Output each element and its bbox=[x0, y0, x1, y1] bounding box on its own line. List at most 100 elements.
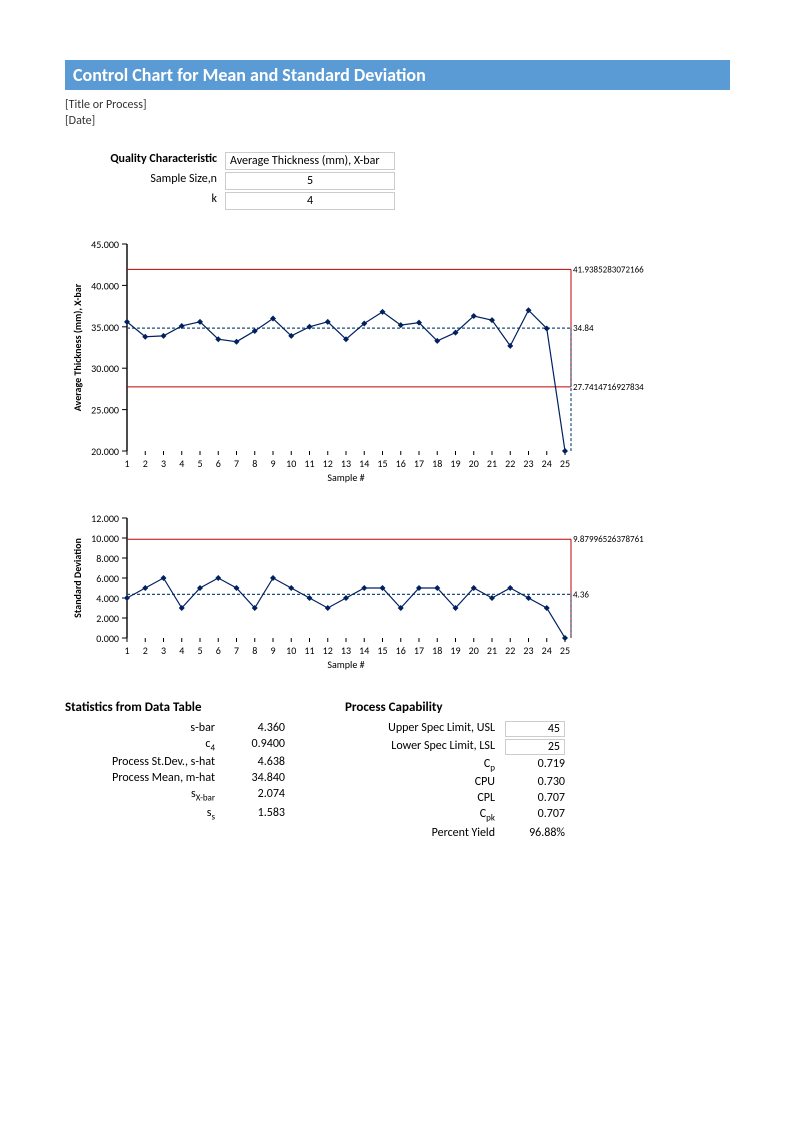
svg-text:5: 5 bbox=[197, 644, 202, 657]
svg-text:Average Thickness (mm), X-bar: Average Thickness (mm), X-bar bbox=[71, 283, 84, 411]
k-value: 4 bbox=[225, 192, 395, 210]
svg-text:9: 9 bbox=[270, 644, 275, 657]
svg-text:9.87996526378761: 9.87996526378761 bbox=[573, 534, 644, 545]
svg-text:19: 19 bbox=[450, 457, 460, 470]
svg-text:24: 24 bbox=[542, 457, 552, 470]
stat-value: 2.074 bbox=[225, 787, 285, 803]
n-label: Sample Size,n bbox=[65, 172, 225, 190]
svg-text:41.9385283072166: 41.9385283072166 bbox=[573, 264, 644, 275]
svg-text:2: 2 bbox=[143, 644, 148, 657]
stat-value: 0.719 bbox=[505, 757, 565, 773]
cap-grid: Upper Spec Limit, USL45Lower Spec Limit,… bbox=[345, 721, 565, 840]
stat-label: s-bar bbox=[65, 721, 225, 735]
stat-value: 25 bbox=[505, 739, 565, 755]
svg-text:9: 9 bbox=[270, 457, 275, 470]
stat-label: Process St.Dev., s-hat bbox=[65, 755, 225, 769]
stat-label: CPU bbox=[345, 775, 505, 789]
svg-text:15: 15 bbox=[377, 644, 387, 657]
svg-text:25: 25 bbox=[560, 644, 570, 657]
svg-text:21: 21 bbox=[487, 457, 497, 470]
svg-text:15: 15 bbox=[377, 457, 387, 470]
svg-text:5: 5 bbox=[197, 457, 202, 470]
stats-title: Statistics from Data Table bbox=[65, 700, 285, 715]
stats-grid: s-bar4.360c40.9400Process St.Dev., s-hat… bbox=[65, 721, 285, 822]
stat-value: 45 bbox=[505, 721, 565, 737]
svg-text:8.000: 8.000 bbox=[96, 552, 119, 565]
svg-text:4: 4 bbox=[179, 644, 184, 657]
svg-text:20: 20 bbox=[469, 644, 479, 657]
cap-title: Process Capability bbox=[345, 700, 565, 715]
stat-label: Cpk bbox=[345, 807, 505, 823]
svg-text:24: 24 bbox=[542, 644, 552, 657]
svg-text:1: 1 bbox=[124, 457, 129, 470]
svg-text:19: 19 bbox=[450, 644, 460, 657]
svg-text:35.000: 35.000 bbox=[91, 321, 119, 334]
svg-text:10: 10 bbox=[286, 457, 296, 470]
stat-value: 34.840 bbox=[225, 771, 285, 785]
svg-text:20.000: 20.000 bbox=[91, 445, 119, 458]
stats-data-table: Statistics from Data Table s-bar4.360c40… bbox=[65, 700, 285, 840]
stat-label: Percent Yield bbox=[345, 826, 505, 840]
svg-text:18: 18 bbox=[432, 457, 442, 470]
svg-text:14: 14 bbox=[359, 457, 369, 470]
svg-text:4: 4 bbox=[179, 457, 184, 470]
svg-text:25.000: 25.000 bbox=[91, 404, 119, 417]
subtitle-date: [Date] bbox=[65, 114, 730, 128]
svg-text:12.000: 12.000 bbox=[91, 512, 119, 525]
xbar-chart: 20.00025.00030.00035.00040.00045.0001234… bbox=[65, 236, 730, 484]
subtitle-process: [Title or Process] bbox=[65, 98, 730, 112]
svg-text:34.84: 34.84 bbox=[573, 323, 594, 334]
stat-value: 96.88% bbox=[505, 826, 565, 840]
svg-text:7: 7 bbox=[234, 457, 239, 470]
stat-value: 0.730 bbox=[505, 775, 565, 789]
svg-text:7: 7 bbox=[234, 644, 239, 657]
stats-section: Statistics from Data Table s-bar4.360c40… bbox=[65, 700, 730, 840]
svg-text:40.000: 40.000 bbox=[91, 279, 119, 292]
svg-text:1: 1 bbox=[124, 644, 129, 657]
svg-text:8: 8 bbox=[252, 457, 257, 470]
stat-value: 4.360 bbox=[225, 721, 285, 735]
stat-label: Lower Spec Limit, LSL bbox=[345, 739, 505, 755]
svg-text:0.000: 0.000 bbox=[96, 632, 119, 645]
svg-text:45.000: 45.000 bbox=[91, 238, 119, 251]
stddev-chart: 0.000 2.000 4.000 6.000 8.000 10.000 12.000 1 23… bbox=[65, 510, 730, 670]
stat-label: Cp bbox=[345, 757, 505, 773]
stat-value: 4.638 bbox=[225, 755, 285, 769]
svg-text:12: 12 bbox=[323, 457, 333, 470]
stat-value: 0.9400 bbox=[225, 737, 285, 753]
svg-text:17: 17 bbox=[414, 457, 424, 470]
svg-text:11: 11 bbox=[304, 644, 314, 657]
svg-text:2.000: 2.000 bbox=[96, 612, 119, 625]
svg-text:25: 25 bbox=[560, 457, 570, 470]
svg-text:12: 12 bbox=[323, 644, 333, 657]
svg-text:16: 16 bbox=[396, 644, 406, 657]
svg-text:23: 23 bbox=[523, 644, 533, 657]
svg-text:Sample #: Sample # bbox=[327, 471, 364, 484]
stat-label: c4 bbox=[65, 737, 225, 753]
svg-text:23: 23 bbox=[523, 457, 533, 470]
stat-value: 1.583 bbox=[225, 806, 285, 822]
stat-label: sX-bar bbox=[65, 787, 225, 803]
stat-label: ss bbox=[65, 806, 225, 822]
svg-text:4.36: 4.36 bbox=[573, 589, 589, 600]
svg-text:6.000: 6.000 bbox=[96, 572, 119, 585]
svg-text:11: 11 bbox=[304, 457, 314, 470]
svg-text:4.000: 4.000 bbox=[96, 592, 119, 605]
page-title: Control Chart for Mean and Standard Devi… bbox=[65, 60, 730, 90]
params-table: Quality Characteristic Average Thickness… bbox=[65, 152, 730, 210]
svg-text:17: 17 bbox=[414, 644, 424, 657]
svg-text:30.000: 30.000 bbox=[91, 362, 119, 375]
svg-text:13: 13 bbox=[341, 457, 351, 470]
svg-text:8: 8 bbox=[252, 644, 257, 657]
svg-text:27.7414716927834: 27.7414716927834 bbox=[573, 382, 644, 393]
stat-label: Upper Spec Limit, USL bbox=[345, 721, 505, 737]
svg-text:10: 10 bbox=[286, 644, 296, 657]
svg-text:22: 22 bbox=[505, 644, 515, 657]
svg-text:10.000: 10.000 bbox=[91, 532, 119, 545]
svg-text:18: 18 bbox=[432, 644, 442, 657]
svg-text:Sample #: Sample # bbox=[327, 658, 364, 670]
stat-value: 0.707 bbox=[505, 791, 565, 805]
svg-text:6: 6 bbox=[216, 644, 221, 657]
k-label: k bbox=[65, 192, 225, 210]
svg-text:14: 14 bbox=[359, 644, 369, 657]
